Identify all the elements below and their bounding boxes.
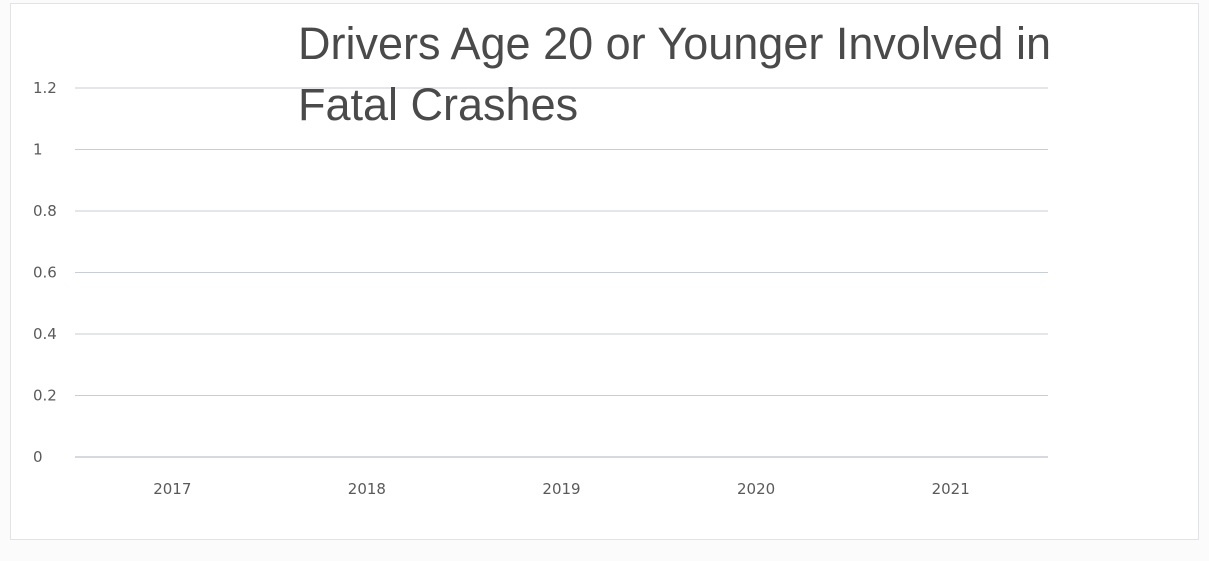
x-axis-ticks: 2017 2018 2019 2020 2021 (153, 480, 970, 498)
x-tick-label: 2017 (153, 480, 191, 498)
y-tick-label: 0 (33, 448, 43, 466)
y-tick-label: 0.2 (33, 387, 57, 405)
x-tick-label: 2019 (542, 480, 580, 498)
gridlines (75, 87, 1048, 458)
y-tick-label: 1.2 (33, 79, 57, 97)
x-tick-label: 2020 (737, 480, 775, 498)
chart-frame (10, 3, 1199, 540)
chart-title-line-1: Drivers Age 20 or Younger Involved in (298, 18, 1051, 69)
y-tick-label: 1 (33, 141, 43, 159)
y-tick-label: 0.8 (33, 202, 57, 220)
x-tick-label: 2021 (932, 480, 970, 498)
x-tick-label: 2018 (348, 480, 386, 498)
y-tick-label: 0.4 (33, 325, 57, 343)
y-tick-label: 0.6 (33, 264, 57, 282)
chart-title-line-2: Fatal Crashes (298, 79, 579, 130)
y-axis-ticks: 0 0.2 0.4 0.6 0.8 1 1.2 (33, 79, 57, 466)
